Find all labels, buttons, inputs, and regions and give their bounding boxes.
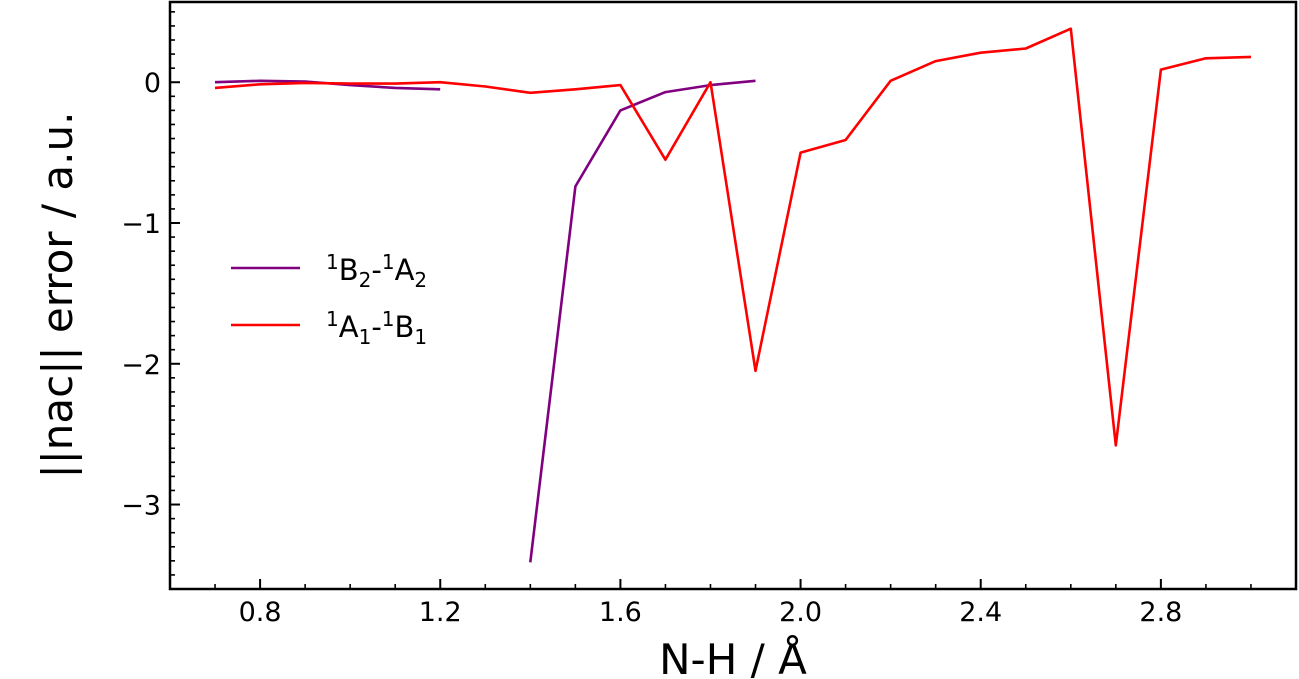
series-layer bbox=[214, 27, 1252, 563]
y-tick-label: −1 bbox=[121, 209, 161, 240]
x-tick-label: 0.8 bbox=[239, 597, 282, 628]
x-tick-label: 1.2 bbox=[419, 597, 462, 628]
x-tick-label: 1.6 bbox=[599, 597, 642, 628]
x-tick-label: 2.4 bbox=[959, 597, 1002, 628]
legend-entry-purple: 1B2-1A2 bbox=[231, 250, 427, 292]
y-tick-label: −3 bbox=[121, 491, 161, 522]
y-tick-label: 0 bbox=[144, 68, 161, 99]
ticks-layer bbox=[170, 11, 1252, 589]
tick-labels-layer: 0.8 1.2 1.6 2.0 2.4 2.8 0 −1 −2 −3 bbox=[121, 68, 1182, 628]
legend-entry-red: 1A1-1B1 bbox=[231, 307, 427, 349]
y-axis-label: ||nac|| error / a.u. bbox=[33, 112, 82, 479]
legend: 1B2-1A2 1A1-1B1 bbox=[231, 250, 427, 349]
series-line-1-segment-0 bbox=[214, 27, 1252, 447]
series-line-0-segment-1 bbox=[529, 79, 756, 563]
legend-label-red: 1A1-1B1 bbox=[326, 307, 427, 349]
plot-frame bbox=[168, 0, 1298, 591]
y-tick-label: −2 bbox=[121, 350, 161, 381]
x-axis-label: N-H / Å bbox=[659, 634, 807, 679]
x-tick-label: 2.0 bbox=[779, 597, 822, 628]
x-tick-label: 2.8 bbox=[1139, 597, 1182, 628]
legend-label-purple: 1B2-1A2 bbox=[326, 250, 427, 292]
